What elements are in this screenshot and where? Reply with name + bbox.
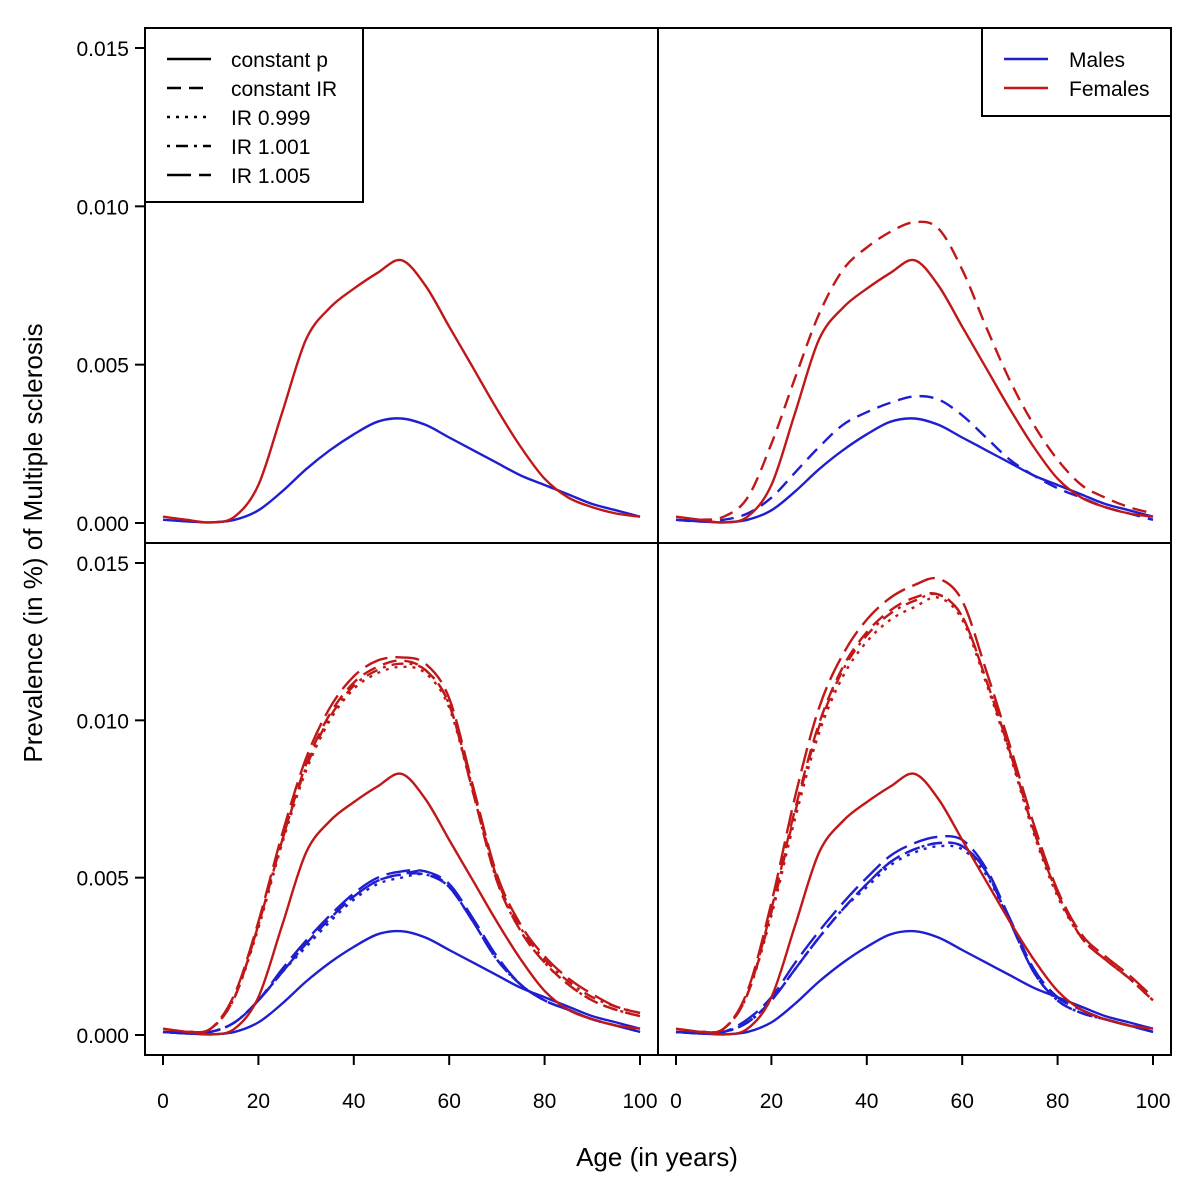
x-tick-label: 0 [157,1090,169,1113]
series-line-females-ir-1-001 [162,662,641,1034]
legend-label: IR 1.001 [231,136,310,159]
series-line-males-ir-1-005 [162,868,641,1035]
series-line-females-ir-0-999 [675,596,1154,1034]
x-tick-label: 100 [622,1090,657,1113]
x-tick-label: 20 [247,1090,270,1113]
y-tick-label: 0.015 [76,38,129,61]
legend-label: IR 0.999 [231,107,310,130]
panel-top-right [675,220,1154,524]
y-tick-label: 0.000 [76,513,129,536]
series-line-females-constant-ir [675,592,1154,1034]
x-tick-label: 40 [342,1090,365,1113]
legend-label: Males [1069,49,1125,72]
series-line-females-ir-0-999 [162,665,641,1034]
panel-bottom-right [675,576,1154,1036]
linetype-legend: constant p constant IR IR 0.999 IR 1.001 IR … [144,27,364,203]
sex-legend: Males Females [981,27,1172,117]
panel-top-left [162,258,641,524]
legend-label: Females [1069,78,1150,101]
y-tick-label: 0.010 [76,710,129,733]
series-line-males-ir-0-999 [675,844,1154,1035]
series-line-females-constant-p [675,258,1154,524]
legend-label: constant p [231,49,328,72]
linetype-legend-box [144,27,364,203]
panels-layer [162,220,1154,1036]
series-line-females-constant-p [675,772,1154,1036]
sex-legend-box [981,27,1172,117]
panel-bottom-left [162,656,641,1036]
x-tick-label: 80 [533,1090,556,1113]
y-tick-label: 0.010 [76,196,129,219]
x-tick-label: 60 [951,1090,974,1113]
x-axis-label: Age (in years) [576,1142,738,1172]
series-line-females-constant-ir [162,659,641,1034]
legend-label: IR 1.005 [231,165,310,188]
series-line-males-constant-ir [675,394,1154,523]
y-axis-label: Prevalence (in %) of Multiple sclerosis [18,323,48,762]
series-line-females-constant-p [162,258,641,524]
x-tick-label: 0 [670,1090,682,1113]
axes-layer: 0.000 0.005 0.010 0.015 0.000 0.005 0.010 0.015… [76,27,1172,1113]
series-line-females-ir-1-005 [675,576,1154,1034]
x-tick-label: 80 [1046,1090,1069,1113]
series-line-males-ir-1-001 [675,841,1154,1035]
series-line-males-constant-p [675,417,1154,524]
y-tick-label: 0.005 [76,868,129,891]
series-line-males-constant-p [162,417,641,524]
y-tick-label: 0.005 [76,355,129,378]
series-line-females-ir-1-001 [675,592,1154,1034]
series-line-females-constant-p [162,772,641,1036]
x-tick-label: 20 [760,1090,783,1113]
legend-label: constant IR [231,78,337,101]
series-line-females-ir-1-005 [162,656,641,1034]
x-tick-label: 40 [855,1090,878,1113]
series-line-males-ir-1-005 [675,834,1154,1035]
y-tick-label: 0.015 [76,553,129,576]
series-line-females-constant-ir [675,220,1154,522]
x-tick-label: 60 [438,1090,461,1113]
x-tick-label: 100 [1135,1090,1170,1113]
y-tick-label: 0.000 [76,1025,129,1048]
